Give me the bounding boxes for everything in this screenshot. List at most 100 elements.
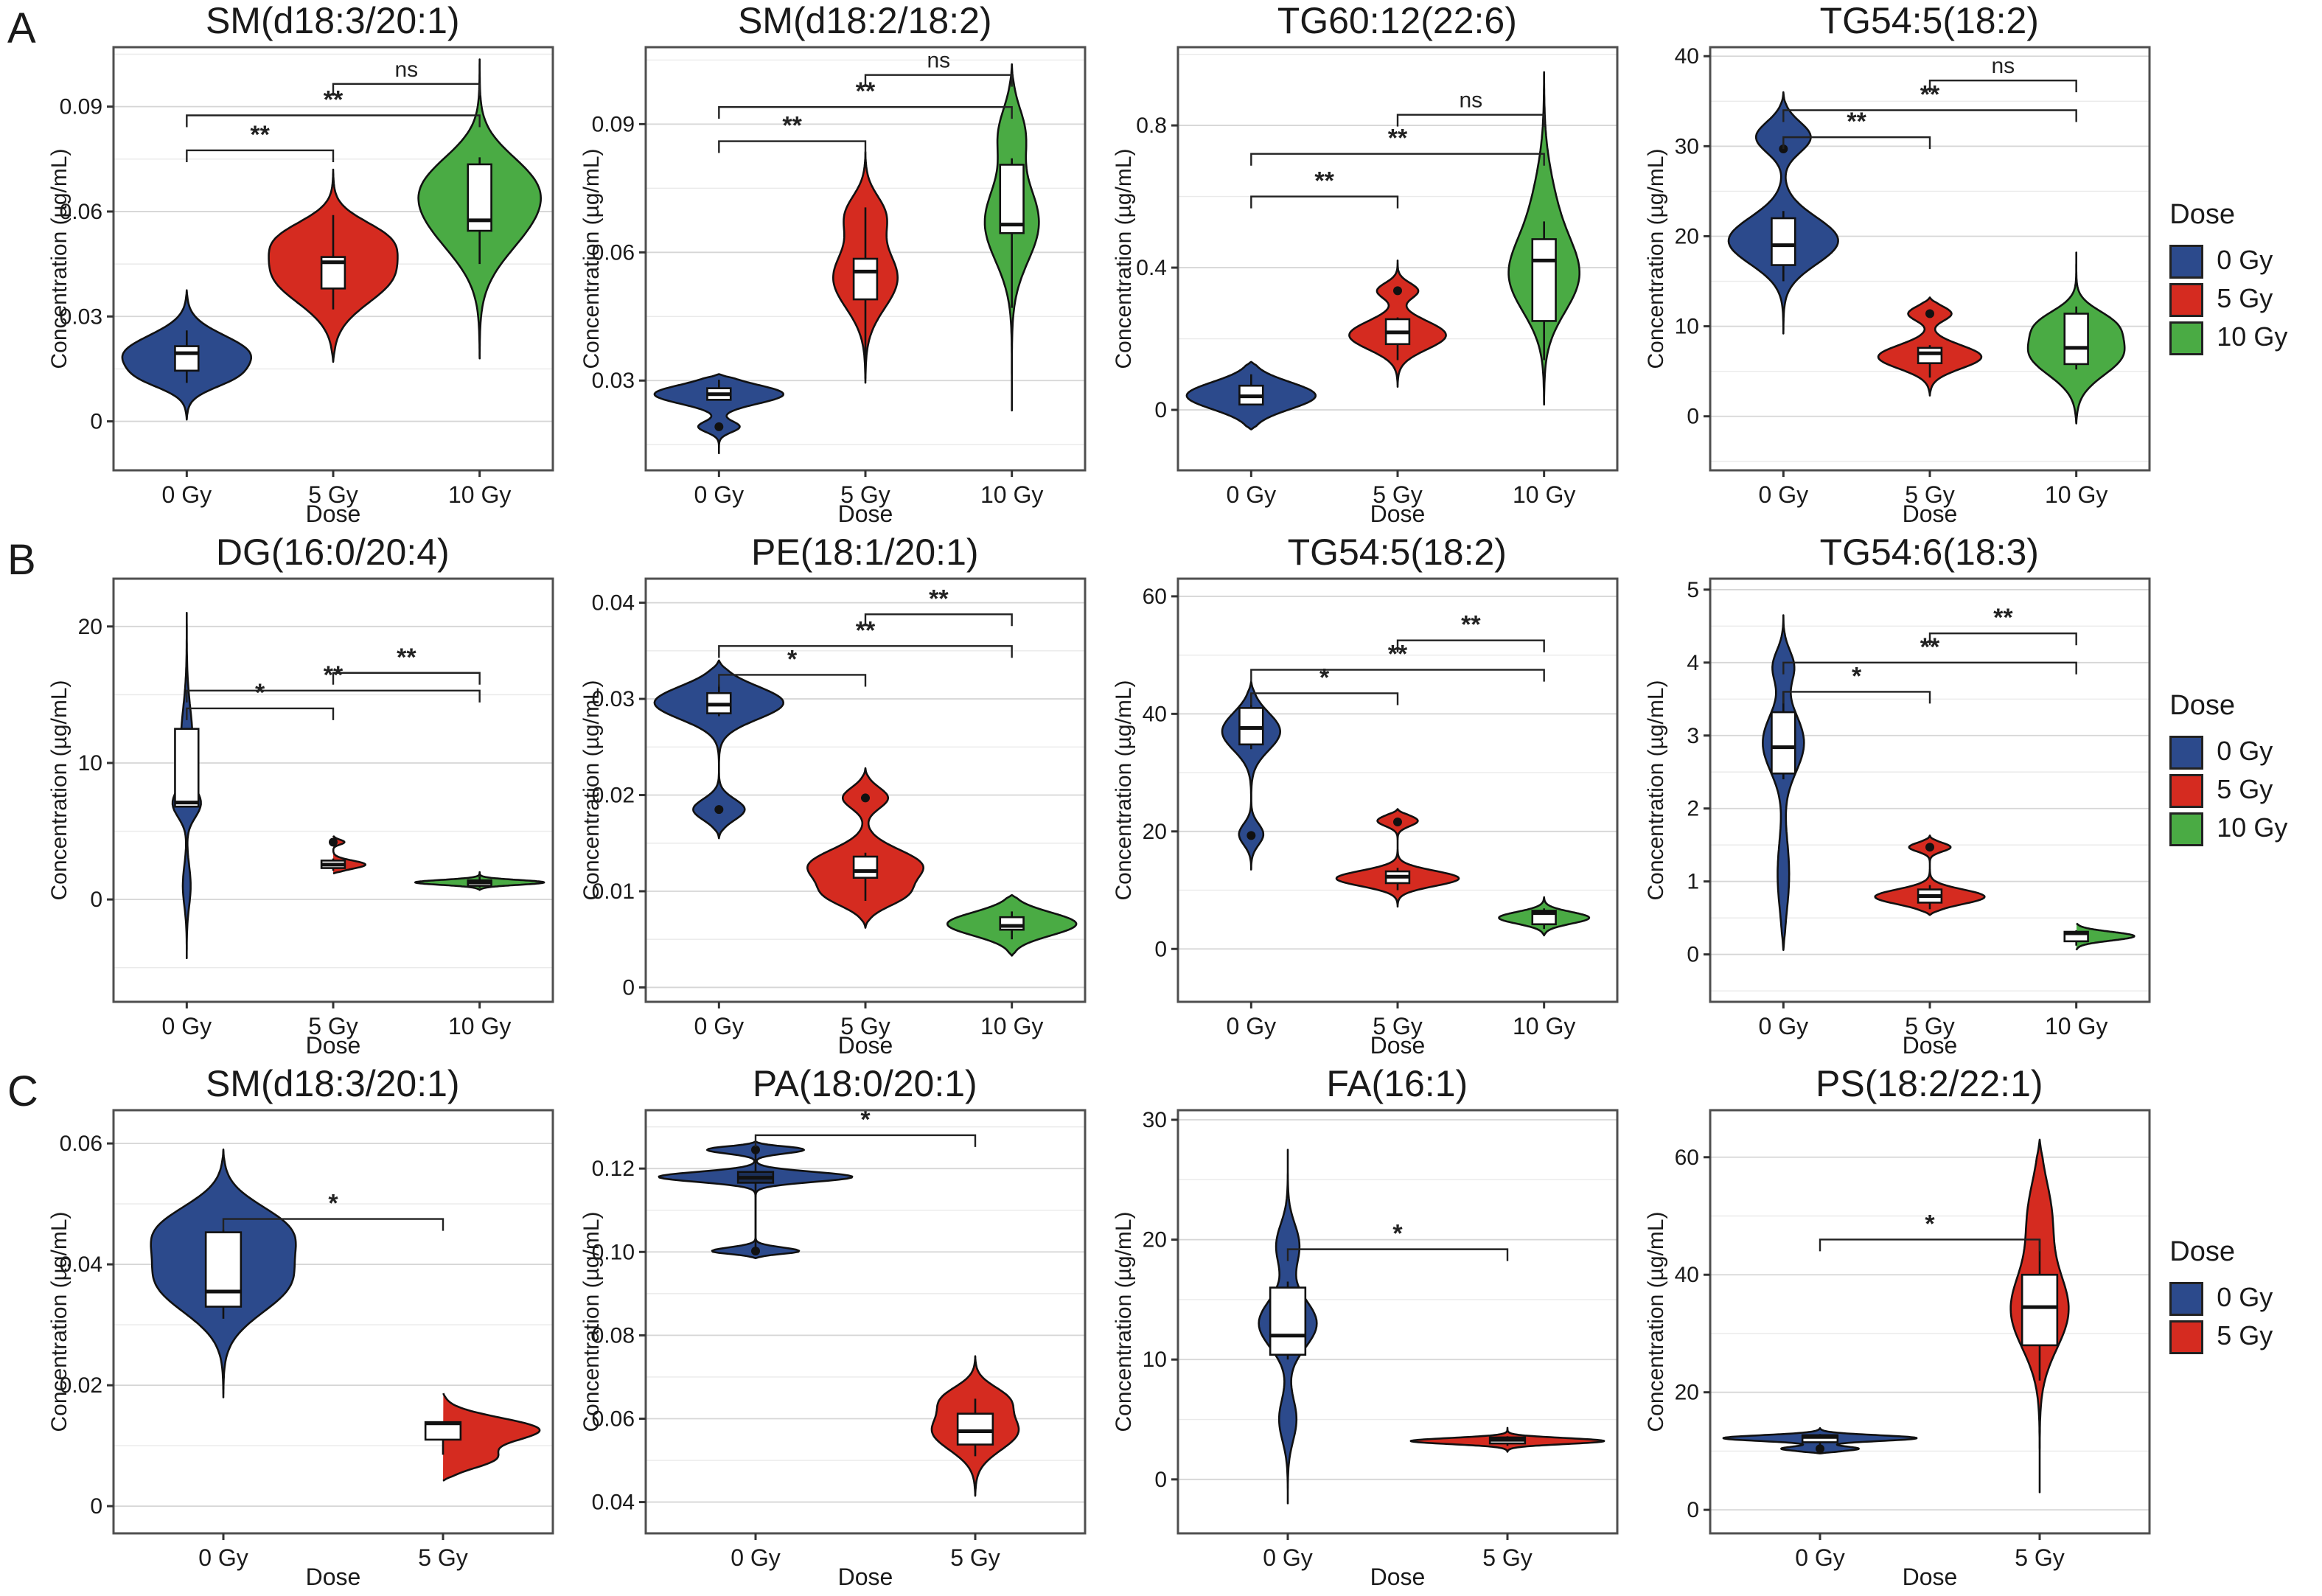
y-tick-label: 20 [1675,224,1699,248]
y-tick-label: 60 [1675,1146,1699,1170]
x-tick-label: 0 Gy [694,1013,745,1039]
y-tick-label: 0 [1155,1468,1168,1492]
legend-entry: 5 Gy [2169,279,2322,318]
y-tick-label: 0.04 [592,591,635,616]
x-tick-label: 0 Gy [1227,481,1277,508]
legend-swatch-10gy [2169,321,2204,355]
significance-label: ** [1388,125,1408,153]
significance-bracket [332,672,481,685]
significance-label: ** [397,644,416,672]
y-tick-label: 0.03 [592,687,635,711]
row-panels-b: DG(16:0/20:4) * ** ** 0 10 20 0 Gy 5 Gy 10 Gy Dose… [41,532,2169,1059]
significance-bracket [1782,691,1931,704]
significance-label: * [1852,662,1862,690]
row-label-c: C [7,1067,38,1115]
x-axis-label: Dose [306,1564,361,1590]
legend-entry: 10 Gy [2169,809,2322,847]
significance-bracket [332,83,481,96]
panel-title: PS(18:2/22:1) [1816,1063,2043,1104]
violin-0gy [653,373,785,455]
outlier-dot [329,837,338,847]
y-tick-label: 0.06 [60,1132,102,1156]
row-panels-c: SM(d18:3/20:1) * 0 0.02 0.04 0.06 0 Gy 5 Gy Dose… [41,1063,2169,1591]
y-tick-label: 0 [1687,943,1700,967]
y-tick-label: 5 [1687,578,1700,602]
x-axis-label: Dose [1370,1564,1426,1590]
legend-label: 5 Gy [2217,774,2273,804]
outlier-dot [1247,831,1256,840]
violin-5gy [442,1393,541,1482]
violin-panel: TG54:5(18:2) ** ** ns 0 10 20 30 40 0 Gy 5 Gy 10 Gy… [1637,0,2169,528]
panel-title: FA(16:1) [1326,1063,1468,1104]
significance-label: * [255,679,265,707]
x-tick-label: 10 Gy [448,481,511,508]
dose-legend: Dose 0 Gy 5 Gy [2169,1236,2322,1355]
y-tick-label: 0 [91,1494,103,1519]
significance-label: ** [1461,611,1481,639]
significance-label: * [1393,1220,1404,1248]
y-tick-label: 0.02 [592,784,635,808]
violin-panel: DG(16:0/20:4) * ** ** 0 10 20 0 Gy 5 Gy 10 Gy Dose… [41,532,573,1059]
y-tick-label: 0.04 [60,1252,102,1277]
y-tick-label: 0.8 [1137,114,1168,138]
significance-bracket [1287,1248,1509,1261]
y-axis-label: Concentration (µg/mL) [581,148,604,369]
y-tick-label: 60 [1143,585,1167,609]
x-axis-label: Dose [306,1032,361,1059]
violin-panel: PS(18:2/22:1) * 0 20 40 60 0 Gy 5 Gy Dose Concent… [1637,1063,2169,1591]
x-tick-label: 0 Gy [1263,1544,1313,1571]
y-axis-label: Concentration (µg/mL) [49,1211,72,1432]
significance-bracket [186,114,481,128]
legend-slot-a: Dose 0 Gy 5 Gy 10 Gy [2169,199,2322,356]
boxplot-box [957,1412,994,1446]
x-axis-label: Dose [1370,1032,1426,1059]
y-axis-label: Concentration (µg/mL) [1113,1211,1136,1432]
y-tick-label: 0.06 [592,240,635,265]
x-tick-label: 5 Gy [1905,481,1955,508]
x-tick-label: 0 Gy [1759,1013,1809,1039]
violin-chart: * 0 10 20 30 0 Gy 5 Gy Dose Concentration (µg/mL… [1113,1108,1619,1590]
significance-label: * [1319,663,1330,691]
boxplot-box [1531,238,1558,322]
legend-label: 0 Gy [2217,736,2273,766]
y-tick-label: 1 [1687,870,1700,894]
significance-label: * [861,1106,871,1134]
significance-bracket [223,1218,444,1231]
x-tick-label: 5 Gy [418,1544,468,1571]
y-axis-label: Concentration (µg/mL) [581,1211,604,1432]
outlier-dot [1393,818,1403,827]
row-panels-a: SM(d18:3/20:1) ** ** ns 0 0.03 0.06 0.09 0 Gy 5 G… [41,0,2169,528]
x-tick-label: 10 Gy [980,1013,1043,1039]
x-tick-label: 5 Gy [308,481,358,508]
legend-swatch-0gy [2169,1281,2204,1316]
violin-0gy [1762,614,1805,951]
y-tick-label: 0.06 [60,200,102,224]
significance-label: ** [783,112,803,140]
violin-panel: PE(18:1/20:1) * ** ** 0 0.01 0.02 0.03 0.04 0 Gy 5… [573,532,1105,1059]
legend-label: 5 Gy [2217,283,2273,313]
legend-swatch-0gy [2169,735,2204,770]
boxplot-box [1269,1286,1307,1356]
panel-title: PA(18:0/20:1) [752,1063,977,1104]
x-tick-label: 10 Gy [2045,481,2107,508]
violin-panel: SM(d18:2/18:2) ** ** ns 0.03 0.06 0.09 0 Gy 5 Gy… [573,0,1105,528]
y-tick-label: 10 [1675,315,1699,339]
panel-title: PE(18:1/20:1) [751,532,979,573]
significance-label: ns [1992,54,2015,78]
outlier-dot [1393,286,1403,296]
outlier-dot [1816,1444,1825,1454]
y-tick-label: 0.04 [592,1491,635,1515]
y-tick-label: 10 [1143,1348,1167,1372]
violin-panel: SM(d18:3/20:1) ** ** ns 0 0.03 0.06 0.09 0 Gy 5 G… [41,0,573,528]
panel-border [112,1109,554,1535]
y-tick-label: 0.09 [592,112,635,136]
boxplot-box [2021,1273,2059,1347]
violin-chart: * 0.04 0.06 0.08 0.10 0.12 0 Gy 5 Gy Dose Concent… [581,1106,1087,1590]
y-tick-label: 0 [91,410,103,434]
y-tick-label: 20 [1675,1381,1699,1405]
legend-label: 5 Gy [2217,1320,2273,1351]
y-tick-label: 2 [1687,797,1700,821]
violin-panel: TG54:5(18:2) * ** ** 0 20 40 60 0 Gy 5 Gy 10 Gy Dos… [1105,532,1637,1059]
